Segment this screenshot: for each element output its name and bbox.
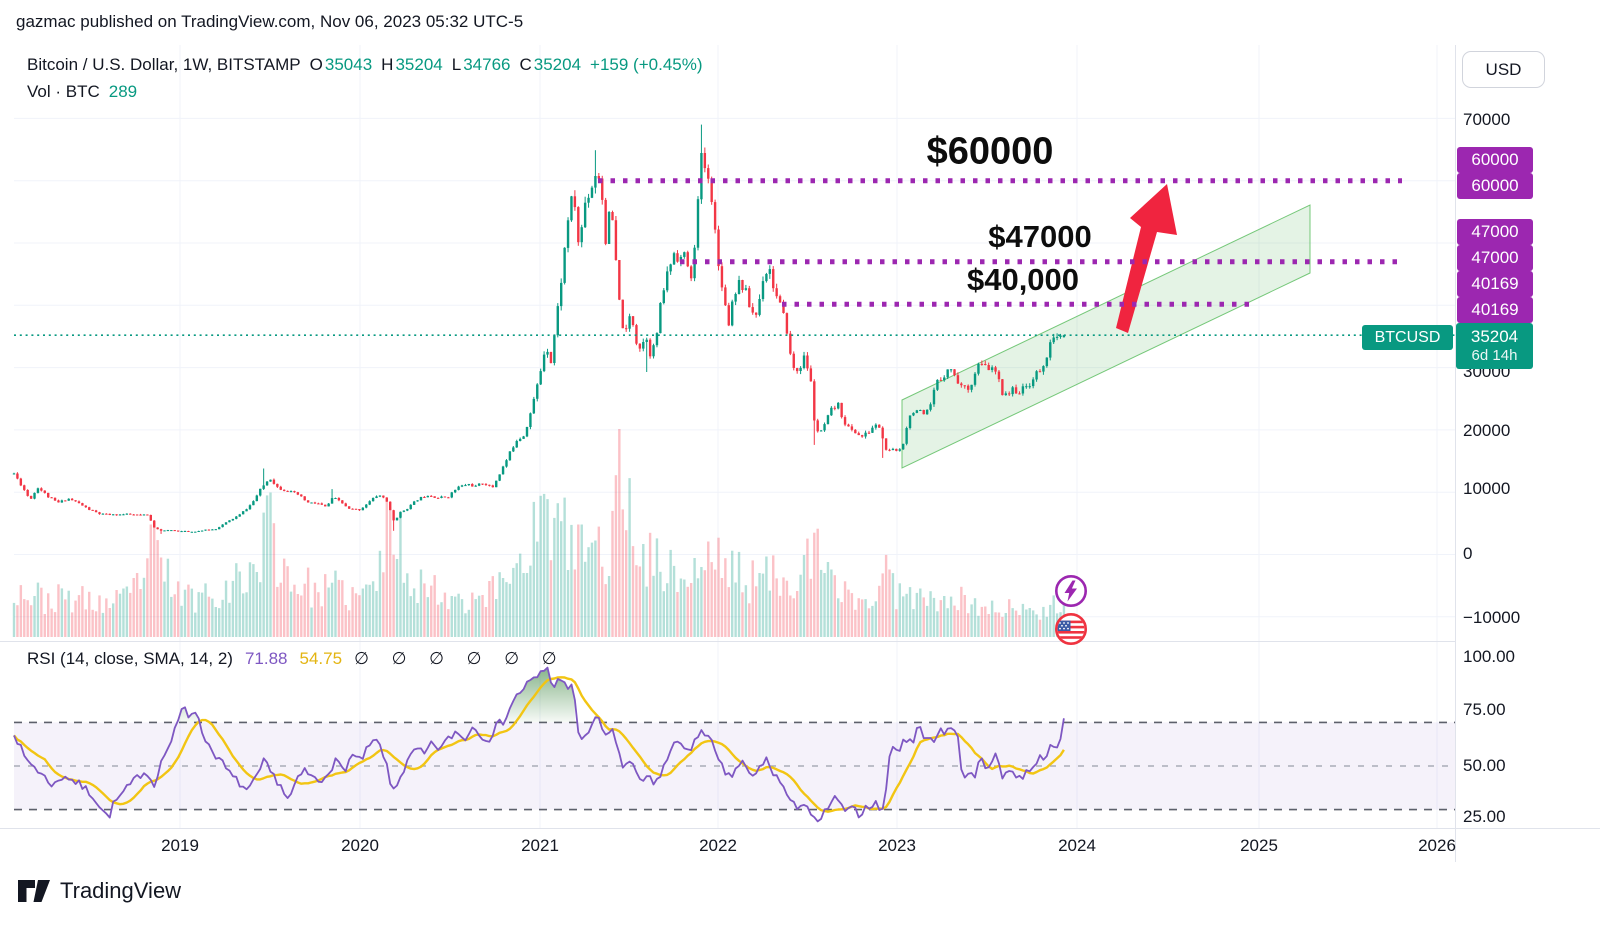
price-axis-label: 20000 — [1463, 421, 1511, 440]
time-axis-label: 2026 — [1418, 836, 1456, 855]
tradingview-logo-icon — [18, 880, 50, 902]
level-price-badge: 47000 — [1457, 245, 1533, 271]
rsi-axis-label: 25.00 — [1463, 807, 1506, 826]
price-target-annotation[interactable]: $40,000 — [966, 262, 1080, 297]
bar-countdown: 6d 14h — [1471, 347, 1518, 365]
last-price-badge: 35204 6d 14h — [1456, 323, 1533, 369]
symbol-legend: Bitcoin / U.S. Dollar, 1W, BITSTAMP O 350… — [27, 55, 703, 75]
last-price-symbol-badge: BTCUSD — [1362, 325, 1453, 350]
rsi-empty-slots: ∅ ∅ ∅ ∅ ∅ ∅ — [354, 649, 566, 668]
lightning-event-icon[interactable] — [1054, 574, 1088, 608]
time-axis-label: 2019 — [161, 836, 199, 855]
time-scale[interactable]: 2019 2020 2021 2022 2023 2024 2025 2026 — [0, 828, 1598, 862]
price-target-annotation[interactable]: $60000 — [926, 130, 1054, 173]
price-axis-label: 0 — [1463, 544, 1473, 563]
rsi-axis-label: 75.00 — [1463, 700, 1506, 719]
time-axis-label: 2025 — [1240, 836, 1278, 855]
currency-toggle-usd[interactable]: USD — [1462, 51, 1545, 88]
time-axis-label: 2020 — [341, 836, 379, 855]
rsi-axis-label: 100.00 — [1463, 647, 1515, 666]
legend-high: H 35204 — [381, 55, 443, 74]
level-price-badge: 60000 — [1457, 147, 1533, 173]
legend-close: C 35204 — [519, 55, 582, 74]
rsi-title: RSI (14, close, SMA, 14, 2) — [27, 649, 233, 668]
level-price-badge: 40169 — [1457, 271, 1533, 297]
publish-attribution: gazmac published on TradingView.com, Nov… — [16, 12, 524, 31]
rsi-axis-label: 50.00 — [1463, 756, 1506, 775]
symbol-title: Bitcoin / U.S. Dollar, 1W, BITSTAMP — [27, 55, 301, 74]
legend-open: O 35043 — [309, 55, 373, 74]
time-axis-label: 2022 — [699, 836, 737, 855]
time-axis-label: 2023 — [878, 836, 916, 855]
volume-legend: Vol · BTC 289 — [27, 82, 138, 101]
price-axis-label: 10000 — [1463, 479, 1511, 498]
time-axis-label: 2024 — [1058, 836, 1096, 855]
last-price-value: 35204 — [1470, 327, 1519, 346]
rsi-value: 71.88 — [244, 649, 288, 668]
time-axis-label: 2021 — [521, 836, 559, 855]
rsi-sma-value: 54.75 — [299, 649, 343, 668]
legend-change: +159 (+0.45%) — [590, 55, 703, 74]
level-price-badge: 40169 — [1457, 297, 1533, 323]
price-axis-label: −10000 — [1463, 608, 1521, 627]
price-scale[interactable]: 70000 30000 20000 10000 0 −10000 60000 60000 470… — [1455, 45, 1600, 828]
us-flag-event-icon[interactable] — [1054, 612, 1088, 646]
legend-low: L 34766 — [451, 55, 511, 74]
tradingview-logo[interactable]: TradingView — [16, 876, 181, 906]
price-axis-label: 70000 — [1463, 110, 1511, 129]
level-price-badge: 60000 — [1457, 173, 1533, 199]
rsi-legend: RSI (14, close, SMA, 14, 2) 71.88 54.75 … — [27, 649, 566, 669]
tradingview-logo-text: TradingView — [60, 878, 182, 903]
level-price-badge: 47000 — [1457, 219, 1533, 245]
price-target-annotation[interactable]: $47000 — [988, 219, 1092, 254]
